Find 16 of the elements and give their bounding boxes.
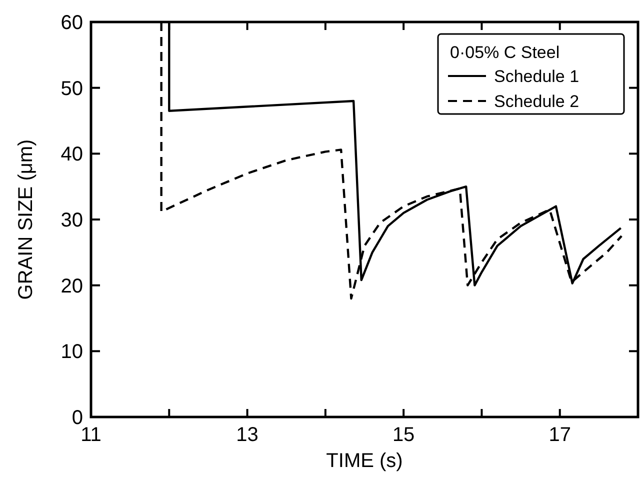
x-tick-label: 15 bbox=[392, 424, 415, 446]
y-tick-label: 40 bbox=[60, 144, 83, 166]
legend-title: 0·05% C Steel bbox=[450, 43, 560, 62]
legend-label: Schedule 1 bbox=[494, 67, 580, 86]
x-axis-title: TIME (s) bbox=[326, 450, 403, 472]
y-axis-title: GRAIN SIZE (μm) bbox=[15, 139, 37, 300]
y-tick-label: 20 bbox=[60, 275, 83, 298]
y-tick-label: 50 bbox=[60, 78, 83, 100]
x-tick-label: 17 bbox=[548, 424, 571, 446]
x-tick-label: 11 bbox=[80, 424, 102, 446]
x-tick-label: 13 bbox=[236, 424, 258, 446]
y-tick-label: 0 bbox=[72, 407, 83, 429]
y-tick-label: 60 bbox=[60, 12, 83, 34]
y-tick-label: 30 bbox=[60, 210, 83, 232]
y-tick-label: 10 bbox=[60, 341, 83, 364]
legend-label: Schedule 2 bbox=[494, 92, 580, 111]
